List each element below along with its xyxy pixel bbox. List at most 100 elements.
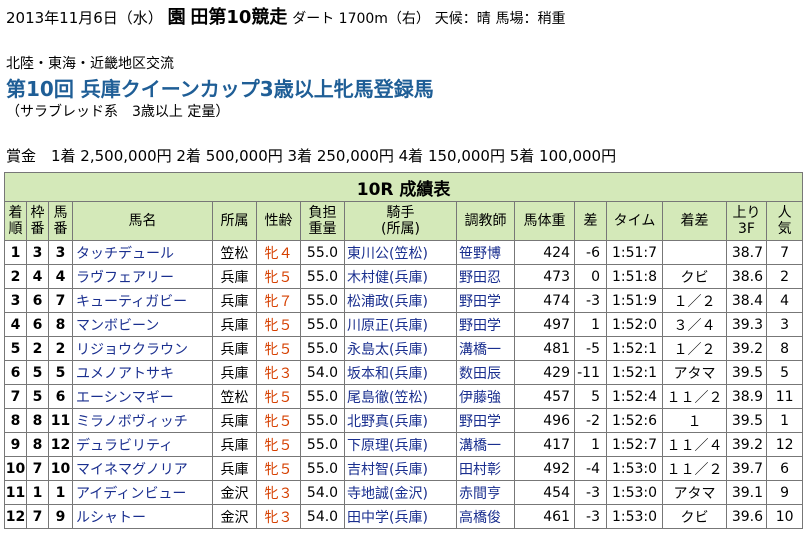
horse-name-cell[interactable]: リジョウクラウン <box>72 336 213 361</box>
finish-time-cell: 1:53:0 <box>606 456 663 481</box>
finish-time-cell: 1:52:0 <box>606 312 663 337</box>
jockey-cell[interactable]: 寺地誠(金沢) <box>344 480 457 505</box>
trainer-cell[interactable]: 野田学 <box>456 408 515 433</box>
gate-number-cell: 6 <box>26 288 49 313</box>
body-weight-cell: 417 <box>514 432 575 457</box>
body-weight-cell: 497 <box>514 312 575 337</box>
sex-age-cell: 牝５ <box>256 312 301 337</box>
jockey-cell[interactable]: 川原正(兵庫) <box>344 312 457 337</box>
column-header-text: 番 <box>53 221 68 237</box>
column-header-text: 人 <box>777 205 792 221</box>
body-weight-cell: 424 <box>514 240 575 265</box>
trainer-cell[interactable]: 野田忍 <box>456 264 515 289</box>
sex-age-cell: 牝３ <box>256 504 301 529</box>
table-row: 1 3 3 タッチデュール 笠松 牝４ 55.0 東川公(笠松) 笹野博 424 -6 1:51:7 3… <box>4 240 804 265</box>
trainer-cell[interactable]: 田村彰 <box>456 456 515 481</box>
horse-name-cell[interactable]: エーシンマギー <box>72 384 213 409</box>
table-row: 7 5 6 エーシンマギー 笠松 牝５ 55.0 尾島徹(笠松) 伊藤強 457 5 1:52:4 １１… <box>4 384 804 409</box>
sex-age-cell: 牝５ <box>256 408 301 433</box>
jockey-cell[interactable]: 北野真(兵庫) <box>344 408 457 433</box>
horse-name-cell[interactable]: デュラビリティ <box>72 432 213 457</box>
trainer-cell[interactable]: 笹野博 <box>456 240 515 265</box>
last-3f-cell: 39.6 <box>726 504 767 529</box>
jockey-cell[interactable]: 田中学(兵庫) <box>344 504 457 529</box>
jockey-cell[interactable]: 坂本和(兵庫) <box>344 360 457 385</box>
column-header: 人気 <box>765 201 804 241</box>
column-header: タイム <box>606 201 663 241</box>
carried-weight-cell: 55.0 <box>300 456 345 481</box>
last-3f-cell: 39.1 <box>726 480 767 505</box>
margin-cell: １／２ <box>662 288 727 313</box>
popularity-cell: 5 <box>765 360 804 385</box>
sex-age-cell: 牝４ <box>256 240 301 265</box>
jockey-cell[interactable]: 尾島徹(笠松) <box>344 384 457 409</box>
jockey-cell[interactable]: 永島太(兵庫) <box>344 336 457 361</box>
trainer-cell[interactable]: 伊藤強 <box>456 384 515 409</box>
last-3f-cell: 38.4 <box>726 288 767 313</box>
jockey-cell[interactable]: 松浦政(兵庫) <box>344 288 457 313</box>
table-title: 10R 成績表 <box>3 172 804 202</box>
jockey-cell[interactable]: 吉村智(兵庫) <box>344 456 457 481</box>
table-row: 8 8 11 ミラノボヴィッチ 兵庫 牝５ 55.0 北野真(兵庫) 野田学 496 -2 1:52:… <box>4 408 804 433</box>
horse-number-cell: 12 <box>48 432 73 457</box>
column-header-text: 負担 <box>308 205 337 221</box>
trainer-cell[interactable]: 野田学 <box>456 312 515 337</box>
gate-number-cell: 3 <box>26 240 49 265</box>
affiliation-cell: 兵庫 <box>212 312 257 337</box>
margin-cell: クビ <box>662 504 727 529</box>
weight-change-cell: -2 <box>574 408 607 433</box>
column-header-text: 3F <box>738 221 755 237</box>
horse-name-cell[interactable]: アイディンビュー <box>72 480 213 505</box>
body-weight-cell: 474 <box>514 288 575 313</box>
margin-cell: １ <box>662 408 727 433</box>
trainer-cell[interactable]: 溝橋一 <box>456 432 515 457</box>
horse-name-cell[interactable]: タッチデュール <box>72 240 213 265</box>
body-weight-cell: 454 <box>514 480 575 505</box>
finish-time-cell: 1:52:7 <box>606 432 663 457</box>
affiliation-cell: 兵庫 <box>212 288 257 313</box>
column-header: 上り 3F <box>726 201 767 241</box>
jockey-cell[interactable]: 下原理(兵庫) <box>344 432 457 457</box>
finish-time-cell: 1:53:0 <box>606 504 663 529</box>
horse-name-cell[interactable]: ラヴフェアリー <box>72 264 213 289</box>
finish-time-cell: 1:52:1 <box>606 360 663 385</box>
affiliation-cell: 笠松 <box>212 384 257 409</box>
finish-position-cell: 12 <box>4 504 27 529</box>
column-header-text: 馬 <box>53 205 68 221</box>
trainer-cell[interactable]: 溝橋一 <box>456 336 515 361</box>
column-header-text: 気 <box>777 221 792 237</box>
horse-name-cell[interactable]: ルシャトー <box>72 504 213 529</box>
results-table: 10R 成績表 着順枠番馬番馬名 所属 性齢 負担 重量 騎手 (所属) 調教師 馬体重差タイム… <box>3 172 804 529</box>
body-weight-cell: 429 <box>514 360 575 385</box>
trainer-cell[interactable]: 高橋俊 <box>456 504 515 529</box>
margin-cell: クビ <box>662 264 727 289</box>
jockey-cell[interactable]: 東川公(笠松) <box>344 240 457 265</box>
column-header-text: 馬体重 <box>523 213 566 229</box>
horse-number-cell: 11 <box>48 408 73 433</box>
horse-name-cell[interactable]: ユメノアトサキ <box>72 360 213 385</box>
trainer-cell[interactable]: 赤間亨 <box>456 480 515 505</box>
horse-number-cell: 8 <box>48 312 73 337</box>
column-header-text: (所属) <box>381 221 420 237</box>
column-header-text: 騎手 <box>386 205 415 221</box>
horse-name-cell[interactable]: ミラノボヴィッチ <box>72 408 213 433</box>
last-3f-cell: 39.5 <box>726 408 767 433</box>
trainer-cell[interactable]: 野田学 <box>456 288 515 313</box>
race-category: 北陸・東海・近畿地区交流 <box>6 56 174 72</box>
horse-name-cell[interactable]: マイネマグノリア <box>72 456 213 481</box>
column-header: 所属 <box>212 201 257 241</box>
finish-position-cell: 9 <box>4 432 27 457</box>
popularity-cell: 6 <box>765 456 804 481</box>
trainer-cell[interactable]: 数田辰 <box>456 360 515 385</box>
horse-number-cell: 2 <box>48 336 73 361</box>
column-header: 調教師 <box>456 201 515 241</box>
weather-info: 天候：晴 <box>434 11 491 27</box>
popularity-cell: 4 <box>765 288 804 313</box>
horse-name-cell[interactable]: マンボビーン <box>72 312 213 337</box>
finish-position-cell: 3 <box>4 288 27 313</box>
carried-weight-cell: 55.0 <box>300 384 345 409</box>
finish-time-cell: 1:51:8 <box>606 264 663 289</box>
jockey-cell[interactable]: 木村健(兵庫) <box>344 264 457 289</box>
horse-name-cell[interactable]: キューティガビー <box>72 288 213 313</box>
table-row: 3 6 7 キューティガビー 兵庫 牝７ 55.0 松浦政(兵庫) 野田学 474 -3 1:51:9… <box>4 288 804 313</box>
